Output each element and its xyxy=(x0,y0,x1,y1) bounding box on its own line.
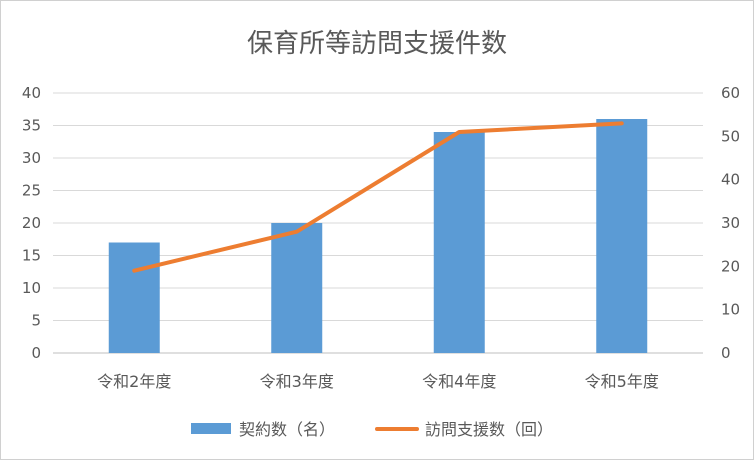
bar xyxy=(271,223,323,353)
y-right-tick-label: 10 xyxy=(721,301,740,319)
y-right-tick-label: 40 xyxy=(721,171,740,189)
x-category-label: 令和3年度 xyxy=(260,372,334,391)
y-left-tick-label: 5 xyxy=(31,312,41,330)
x-category-label: 令和4年度 xyxy=(422,372,496,391)
legend-line-label: 訪問支援数（回） xyxy=(425,420,553,439)
y-left-tick-label: 10 xyxy=(22,279,41,297)
bar xyxy=(433,132,485,353)
y-right-tick-label: 60 xyxy=(721,84,740,102)
y-left-tick-label: 0 xyxy=(31,344,41,362)
legend-bar-label: 契約数（名） xyxy=(239,420,335,439)
y-left-tick-label: 25 xyxy=(22,182,41,200)
series-line xyxy=(132,121,624,273)
y-right-tick-label: 20 xyxy=(721,257,740,275)
y-right-tick-label: 0 xyxy=(721,344,731,362)
y-left-tick-label: 20 xyxy=(22,214,41,232)
y-right-tick-label: 50 xyxy=(721,127,740,145)
y-right-tick-label: 30 xyxy=(721,214,740,232)
y-left-tick-label: 30 xyxy=(22,149,41,167)
y-left-tick-label: 35 xyxy=(22,117,41,135)
bar xyxy=(108,242,160,353)
y-left-tick-label: 40 xyxy=(22,84,41,102)
legend-bar-swatch xyxy=(191,423,231,434)
bar xyxy=(596,119,648,353)
x-category-label: 令和2年度 xyxy=(97,372,171,391)
x-category-label: 令和5年度 xyxy=(585,372,659,391)
chart-title: 保育所等訪問支援件数 xyxy=(246,29,507,59)
y-left-tick-label: 15 xyxy=(22,247,41,265)
